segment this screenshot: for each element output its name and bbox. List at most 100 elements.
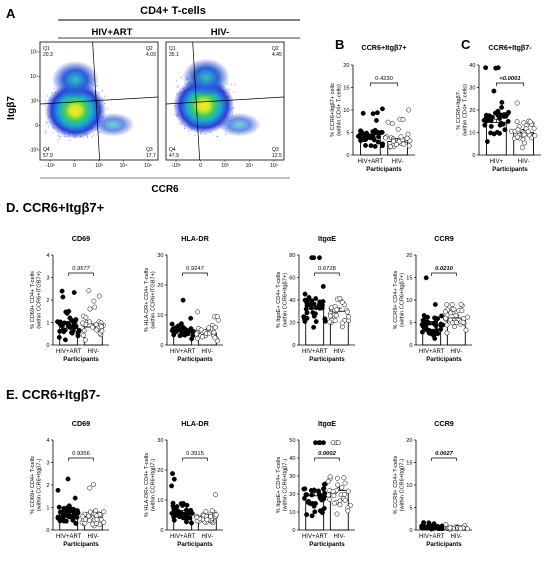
chart-title: ItgαE [318,419,336,428]
flow-density-upper [51,60,99,99]
flow-density-right [91,112,135,137]
data-point [459,308,465,314]
data-point [183,507,189,513]
panel-a-flow-cytometry: A CD4+ T-cells HIV+ART HIV- Itgβ7 CCR6 Q… [6,5,300,195]
y-tick-label: 3 [46,276,49,282]
chart-d1: CD69 0 1 2 3 4 % CD69+ CD4+ T-cells(within CCR… [30,234,109,363]
data-point [514,100,520,106]
data-point [449,302,455,307]
y-axis-label: % CD69+ CD4+ T-cells(within CCR6+Itgβ7-) [30,456,43,514]
y-tick-label: 5 [346,131,349,137]
data-point [321,495,327,501]
y-tick-label: 5 [409,506,412,512]
y-tick-label: 40 [289,456,295,462]
data-point [322,316,328,322]
data-point [321,505,327,511]
significance-bracket [431,457,457,461]
data-point [514,119,520,125]
data-point [527,119,533,125]
y-tick-label: 10 [157,498,163,504]
data-point [312,509,318,515]
data-point [331,500,337,506]
significance-bracket [314,272,340,276]
data-point [505,118,511,124]
data-point [367,135,373,141]
points-group2 [80,288,106,343]
data-point [332,318,338,324]
data-point [184,502,190,508]
chart-d2: HLA-DR 0 10 20 30 % HLA-DR+ CD4+ T-cells(with… [144,234,223,363]
points-group1 [169,471,195,526]
data-point [309,513,315,519]
y-tick-label: 80 [289,253,295,259]
quadrant-q2-value: 4.45 [272,52,282,58]
flow-ytick-label: 10⁵ [30,50,38,56]
data-point [91,481,97,487]
y-tick-label: 3 [46,461,49,467]
data-point [379,106,385,112]
category-label: HIV- [87,534,99,540]
data-point [195,335,201,341]
p-value-label: 0.0210 [435,266,454,272]
flow-xtick-label: 10⁴ [246,163,254,169]
data-point [99,328,105,334]
data-point [319,510,325,516]
group-label-hiv-neg: HIV- [211,27,229,38]
y-tick-label: 0 [160,343,163,349]
data-point [73,521,79,526]
data-point [169,321,175,327]
x-axis-label: Participants [492,166,528,173]
data-point [71,506,77,512]
data-point [373,130,379,136]
data-point [94,517,100,522]
category-label: HIV- [450,534,462,540]
flow-density-right [217,112,261,137]
data-point [180,515,186,521]
y-tick-label: 5 [409,321,412,327]
data-point [488,123,494,129]
data-point [391,138,397,144]
panel-letter: C [461,37,471,52]
points-group1 [301,255,328,330]
data-point [514,134,520,140]
data-point [60,294,66,300]
chart-title: ItgαE [318,234,336,243]
chart-title: CCR6+Itgβ7+ [361,43,406,52]
data-point [345,508,351,514]
flow-xtick-label: 0 [199,163,202,169]
y-axis-label: % CCR6+Itgβ7+ cells(within CD4+ T-cells) [330,83,343,137]
data-point [419,329,425,335]
data-point [360,110,366,116]
data-point [57,319,63,325]
y-tick-label: 40 [289,298,295,304]
data-point [428,524,434,530]
quadrant-q1-label: Q1 [169,46,176,52]
data-point [316,440,322,446]
points-group2 [79,481,107,529]
data-point [335,440,341,446]
chart-title: HLA-DR [181,419,209,428]
flow-ytick-label: 0 [35,123,38,129]
y-tick-label: 10 [406,298,412,304]
points-group1 [419,520,445,532]
data-point [458,526,464,532]
points-group1 [55,288,82,343]
y-tick-label: 10 [469,131,475,137]
data-point [101,509,107,515]
data-point [80,320,86,326]
quadrant-q2-label: Q2 [146,46,153,52]
points-group2 [325,440,353,517]
data-point [500,121,506,127]
data-point [488,130,494,136]
data-point [444,302,450,307]
p-value-label: 0.9247 [186,266,204,272]
y-tick-label: 20 [289,321,295,327]
x-axis-label: Participants [426,541,462,548]
data-point [337,502,343,508]
data-point [66,503,72,509]
data-point [59,288,65,294]
data-point [444,322,450,328]
y-tick-label: 0 [409,528,412,534]
flow-density-main [44,82,107,139]
y-tick-label: 1 [46,321,49,327]
